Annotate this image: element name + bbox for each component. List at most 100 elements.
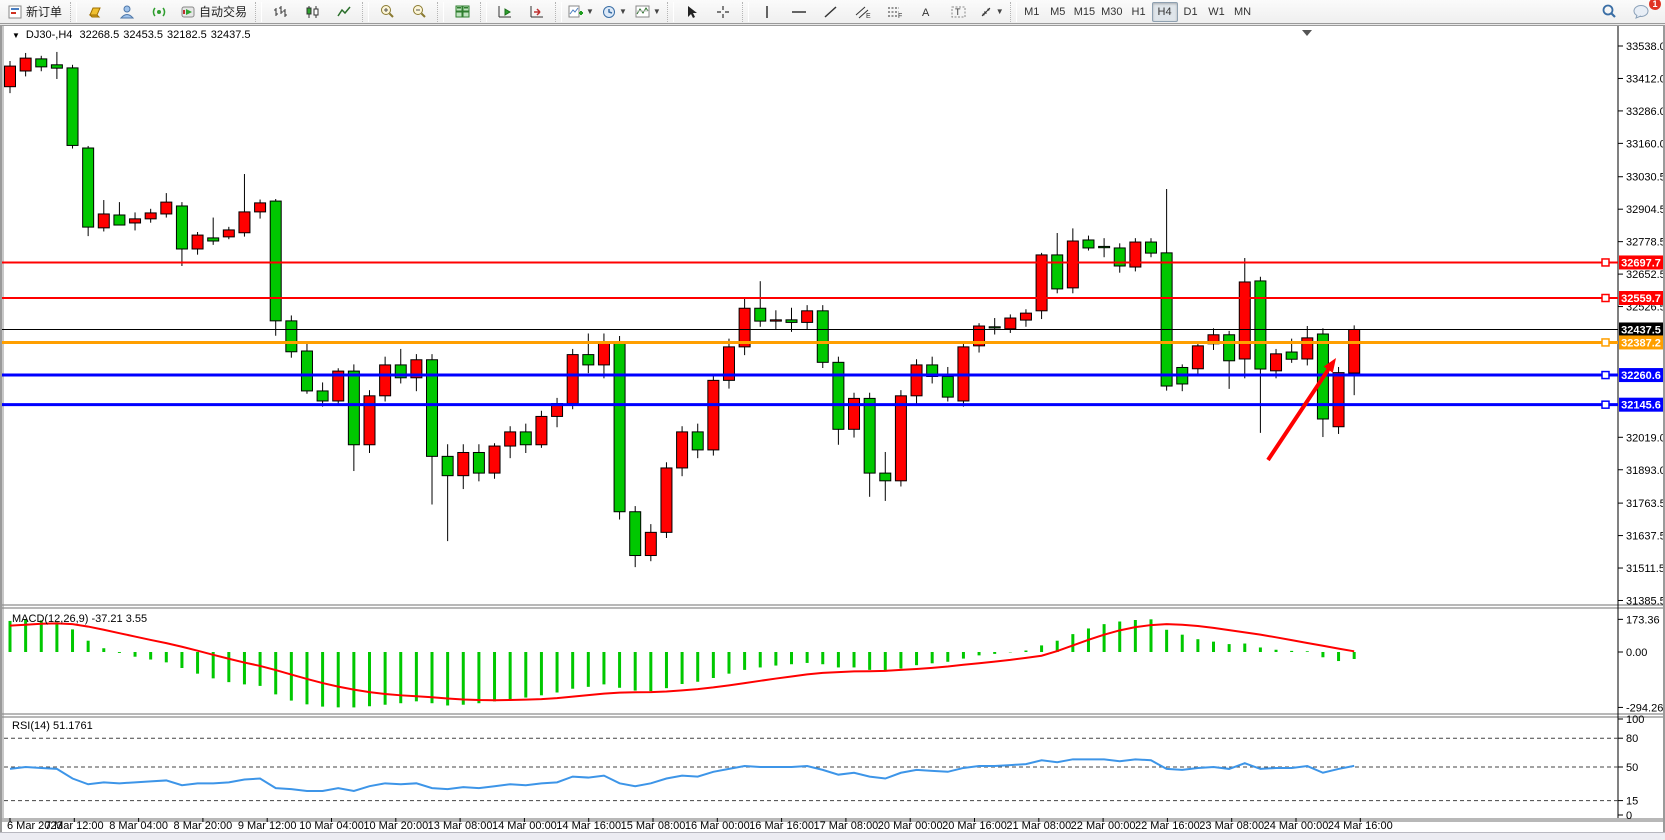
timeframe-h1-button[interactable]: H1 [1126,2,1152,22]
candlestick-mode-button[interactable] [296,1,328,23]
channel-icon: E [855,6,871,19]
svg-text:31763.5: 31763.5 [1626,498,1663,510]
chart-canvas[interactable]: 33538.0 33412.0 33286.0 33160.0 33030.5 32904… [2,26,1663,831]
svg-text:0.00: 0.00 [1626,647,1647,659]
price-flag[interactable] [1619,368,1663,383]
metaeditor-button[interactable] [79,1,111,23]
expert-advisors-button[interactable] [111,1,143,23]
trend-arrow-annotation[interactable] [1266,358,1336,462]
horizontal-line-tool-button[interactable] [783,1,815,23]
svg-text:T: T [955,7,961,17]
trendline-tool-button[interactable] [815,1,847,23]
line-chart-icon [336,6,351,16]
chevron-down-icon: ▼ [618,7,627,16]
price-level-lines[interactable] [2,258,1618,409]
bar-close-value: 32437.5 [210,29,251,41]
zoom-out-button[interactable] [403,1,435,23]
new-chart-button[interactable]: ▼ [564,1,598,23]
time-label: 9 Mar 12:00 [238,820,297,831]
cursor-tool-button[interactable] [676,1,708,23]
price-flag[interactable] [1619,335,1663,350]
new-order-icon [8,5,22,18]
svg-text:33030.5: 33030.5 [1626,172,1663,184]
time-label: 22 Mar 00:00 [1071,820,1136,831]
price-axis[interactable]: 33538.0 33412.0 33286.0 33160.0 33030.5 32904… [1618,41,1663,607]
crosshair-tool-button[interactable] [708,1,740,23]
svg-text:80: 80 [1626,733,1638,745]
level-handle[interactable] [1601,293,1610,303]
time-label: 14 Mar 00:00 [492,820,557,831]
level-handle[interactable] [1601,400,1610,409]
fibonacci-tool-button[interactable]: F [879,1,911,23]
equidistant-channel-tool-button[interactable]: E [847,1,879,23]
template-chart-icon [635,5,650,17]
time-label: 14 Mar 16:00 [556,820,621,831]
crosshair-icon [717,5,730,18]
search-button[interactable] [1593,1,1625,23]
auto-scroll-icon [498,5,512,17]
level-handle[interactable] [1601,338,1610,347]
text-tool-button[interactable]: A [911,1,943,23]
svg-text:E: E [866,13,871,19]
svg-text:33286.0: 33286.0 [1626,106,1663,118]
gold-ingot-icon [88,7,101,17]
separator [555,1,563,22]
timeframe-m5-button[interactable]: M5 [1045,2,1071,22]
signals-button[interactable] [143,1,175,23]
signal-icon [152,7,165,16]
time-label: 15 Mar 08:00 [621,820,686,831]
bar-chart-mode-button[interactable] [264,1,296,23]
svg-text:32260.6: 32260.6 [1621,370,1661,382]
tile-windows-button[interactable] [446,1,478,23]
timeframe-h4-button[interactable]: H4 [1151,1,1178,22]
level-handle[interactable] [1601,370,1610,380]
vertical-line-tool-button[interactable] [751,1,783,23]
timeframe-d1-button[interactable]: D1 [1178,2,1204,22]
chevron-down-icon: ▼ [586,7,594,16]
time-label: 13 Mar 08:00 [428,820,493,831]
svg-text:32145.6: 32145.6 [1621,400,1661,412]
time-label: 21 Mar 08:00 [1006,820,1071,831]
chart-menu-triangle-icon[interactable]: ▼ [12,31,20,40]
chart-shift-button[interactable] [521,1,553,23]
timeframe-w1-button[interactable]: W1 [1204,2,1230,22]
separator [1009,1,1017,22]
svg-text:32697.7: 32697.7 [1621,257,1661,269]
text-label-tool-button[interactable]: T [943,1,975,23]
timeframe-m30-button[interactable]: M30 [1098,2,1125,22]
price-flag[interactable] [1619,255,1663,270]
timeframe-mn-button[interactable]: MN [1230,2,1256,22]
rsi-label: RSI(14) 51.1761 [12,720,93,732]
timeframe-m15-button[interactable]: M15 [1071,2,1098,22]
chart-symbol-period: DJ30-,H4 [25,29,73,41]
bar-chart-icon [273,5,287,17]
templates-button[interactable]: ▼ [631,1,665,23]
arrows-tool-button[interactable]: ▼ [975,1,1008,23]
svg-text:32559.7: 32559.7 [1621,293,1661,305]
time-label: 24 Mar 00:00 [1264,820,1329,831]
candlestick-icon [306,5,319,18]
line-chart-mode-button[interactable] [328,1,360,23]
chart-shift-marker[interactable] [1302,30,1312,36]
auto-scroll-button[interactable] [489,1,521,23]
periods-button[interactable]: ▼ [598,1,631,23]
zoom-in-button[interactable] [371,1,403,23]
person-icon [119,5,134,18]
timeframe-m1-button[interactable]: M1 [1019,2,1045,22]
chat-bubble-icon [1633,5,1648,19]
vertical-line-icon [766,5,768,18]
price-flag[interactable] [1619,291,1663,306]
chevron-down-icon: ▼ [995,7,1004,16]
new-order-button[interactable]: 新订单 [2,1,68,23]
auto-trading-icon [181,6,195,17]
separator [437,1,445,22]
level-handle[interactable] [1601,258,1610,267]
price-flag[interactable] [1619,397,1663,412]
notifications-button[interactable]: 1 [1625,0,1661,23]
price-flag[interactable] [1619,322,1663,337]
chart-window[interactable]: ▼ DJ30-,H4 32268.5 32453.5 32182.5 32437.5 3… [0,25,1665,834]
svg-text:0: 0 [1626,810,1632,822]
auto-trading-button[interactable]: 自动交易 [175,1,253,23]
svg-text:33160.0: 33160.0 [1626,138,1663,150]
